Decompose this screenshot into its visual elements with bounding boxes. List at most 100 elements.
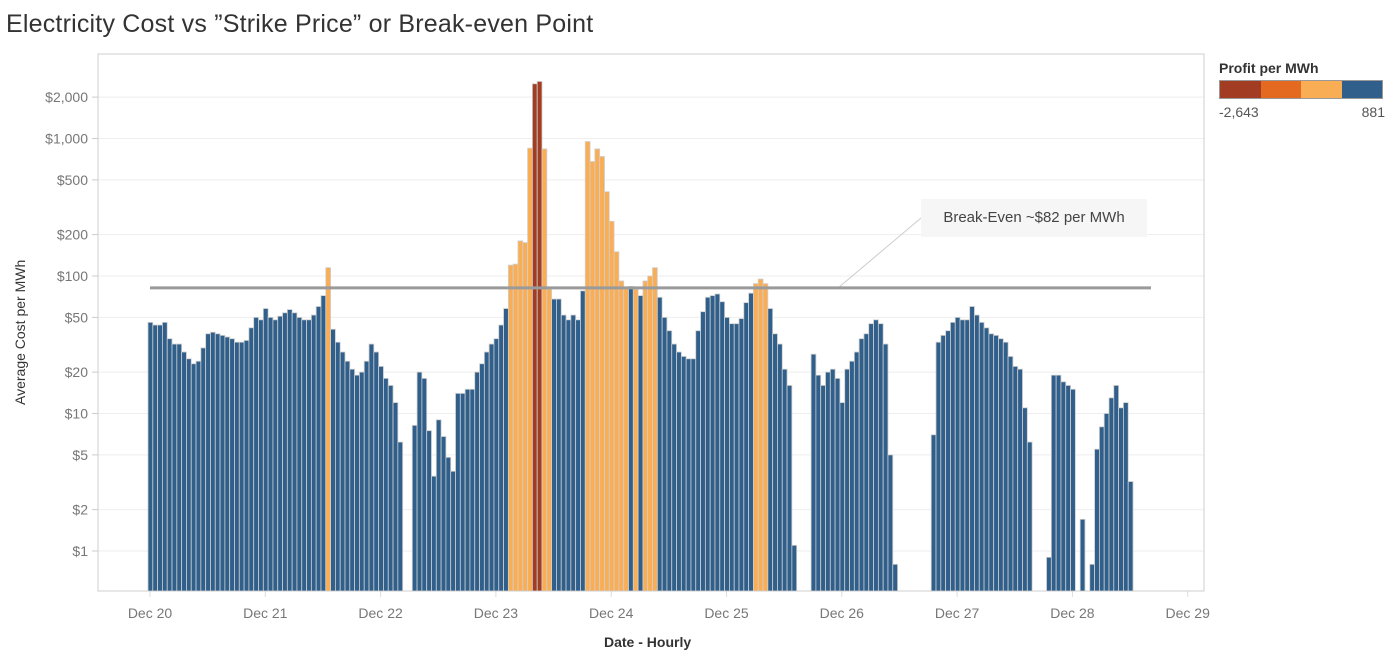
bar <box>839 402 846 592</box>
bar <box>272 319 279 592</box>
bar <box>435 419 442 592</box>
bar <box>546 288 553 592</box>
bar <box>291 312 298 592</box>
bar <box>1007 356 1014 592</box>
bar <box>724 316 730 592</box>
bar <box>315 306 322 592</box>
x-axis-title: Date - Hourly <box>604 634 692 650</box>
bar <box>219 334 226 592</box>
bar <box>858 338 865 592</box>
bar <box>853 351 860 592</box>
y-axis-title: Average Cost per MWh <box>12 259 28 405</box>
bar <box>171 343 178 592</box>
bar <box>844 368 850 592</box>
bar <box>604 191 610 592</box>
bar <box>709 295 716 592</box>
bar <box>772 333 778 592</box>
bar <box>834 378 841 592</box>
bar <box>628 286 634 592</box>
break-even-annotation: Break-Even ~$82 per MWh <box>921 199 1147 237</box>
bar <box>863 333 870 592</box>
bar <box>286 309 293 592</box>
bar <box>1026 441 1033 592</box>
bar <box>974 314 980 592</box>
x-tick-label: Dec 24 <box>589 605 634 621</box>
bar <box>1108 397 1115 592</box>
bar <box>310 314 317 592</box>
bar <box>368 343 375 592</box>
bar <box>652 267 658 592</box>
bar <box>234 341 240 592</box>
bar <box>464 388 471 592</box>
bar <box>262 308 269 592</box>
bar <box>695 330 701 592</box>
bar <box>661 316 668 592</box>
color-legend: Profit per MWh -2,643 881 <box>1219 60 1389 120</box>
bar <box>1046 556 1052 592</box>
bar <box>210 331 216 592</box>
bar <box>507 264 514 592</box>
bar <box>512 263 519 592</box>
bar <box>536 81 543 592</box>
bar <box>1127 481 1134 592</box>
bar <box>426 430 432 592</box>
bar <box>950 321 956 592</box>
bar <box>680 356 687 592</box>
bar <box>334 341 341 592</box>
bar <box>877 323 884 592</box>
bar <box>810 353 817 592</box>
bar <box>560 314 567 592</box>
y-axis: $1 $2 $5 $10 $20 $50 $100 $200 $500 $1,000 $2,000 <box>45 89 98 559</box>
bar <box>440 436 447 592</box>
bar <box>522 242 528 592</box>
bar <box>253 316 259 592</box>
bar <box>935 341 942 592</box>
bar <box>200 347 207 592</box>
bar <box>176 343 183 592</box>
bar <box>647 275 653 592</box>
bar <box>704 296 711 592</box>
x-tick-label: Dec 28 <box>1050 605 1095 621</box>
bar <box>1098 426 1105 592</box>
legend-swatch-blue <box>1341 81 1382 98</box>
legend-max-label: 881 <box>1361 104 1385 120</box>
x-tick-label: Dec 23 <box>474 605 519 621</box>
bar <box>359 371 365 592</box>
y-tick-label: $1 <box>72 543 88 559</box>
bar <box>613 251 620 592</box>
bar <box>431 475 437 592</box>
legend-color-ramp <box>1219 80 1383 99</box>
bar <box>868 323 874 592</box>
bar <box>642 280 649 592</box>
bar <box>1022 407 1028 592</box>
bar <box>584 141 591 592</box>
bar <box>1123 402 1129 592</box>
bar <box>1002 341 1009 592</box>
bar <box>503 308 509 592</box>
x-tick-label: Dec 25 <box>704 605 749 621</box>
legend-swatch-dark-orange <box>1260 81 1301 98</box>
bar <box>781 368 788 592</box>
y-tick-label: $50 <box>65 309 89 325</box>
bar <box>445 456 452 592</box>
x-tick-label: Dec 21 <box>243 605 288 621</box>
bar <box>157 324 163 592</box>
bar <box>733 323 740 592</box>
bar <box>1060 381 1067 592</box>
bar <box>267 316 274 592</box>
bar <box>411 424 418 592</box>
bar <box>988 333 995 592</box>
chart-title: Electricity Cost vs ”Strike Price” or Br… <box>6 10 594 38</box>
bar <box>882 343 889 592</box>
bar <box>344 360 351 592</box>
bar <box>296 316 303 592</box>
bar <box>666 330 673 592</box>
bar <box>954 316 961 592</box>
y-tick-label: $200 <box>57 227 88 243</box>
bar <box>195 360 202 592</box>
bar <box>565 319 572 592</box>
legend-min-label: -2,643 <box>1219 104 1259 120</box>
bar <box>969 306 975 592</box>
x-tick-label: Dec 29 <box>1166 605 1211 621</box>
bar <box>892 563 898 592</box>
